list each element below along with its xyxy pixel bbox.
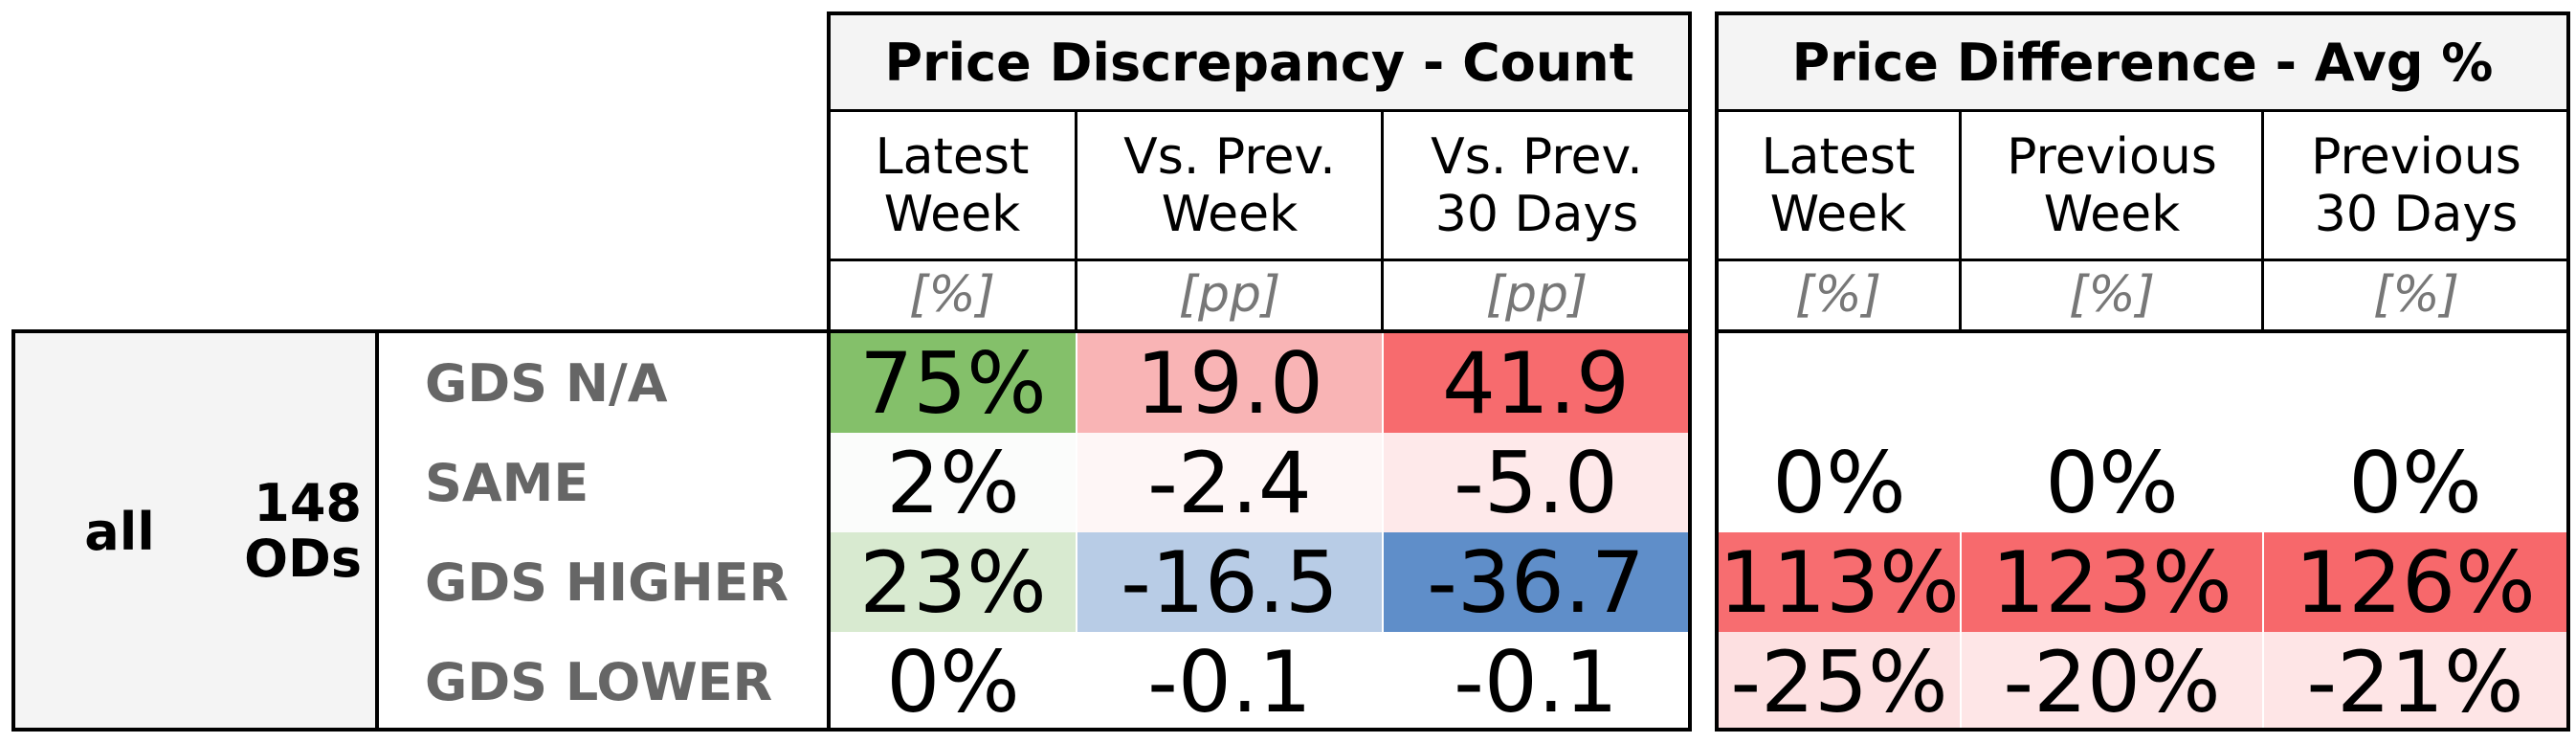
unit-avg-previous-week: [%] <box>2069 266 2155 324</box>
col-latest-week: Latest Week <box>875 128 1030 243</box>
avg-cell: 0% <box>1962 433 2262 532</box>
avg-cell: 0% <box>1719 433 1960 532</box>
segment-block <box>13 333 377 730</box>
unit-avg-latest-week: [%] <box>1795 266 1881 324</box>
count-cell: 19.0 <box>1077 333 1382 433</box>
col-avg-latest-week: Latest Week <box>1761 128 1916 243</box>
col-vs-prev-30-days: Vs. Prev. 30 Days <box>1431 128 1643 243</box>
col-avg-previous-week: Previous Week <box>2007 128 2217 243</box>
avg-cell: -20% <box>1962 632 2262 732</box>
count-cell: 2% <box>831 433 1076 532</box>
segment-name: all <box>84 501 155 562</box>
row-label: GDS HIGHER <box>425 552 789 613</box>
avg-cell <box>1962 333 2262 433</box>
segment-od-count: 148 ODs <box>244 473 362 589</box>
count-cell: -0.1 <box>1384 632 1688 732</box>
count-cell: 41.9 <box>1384 333 1688 433</box>
row-label: GDS LOWER <box>425 651 773 712</box>
avg-cell <box>2264 333 2566 433</box>
unit-avg-previous-30-days: [%] <box>2373 266 2459 324</box>
unit-vs-prev-week: [pp] <box>1178 266 1281 324</box>
price-difference-avg-header: Price Difference - Avg % <box>1717 13 2568 111</box>
count-cell: -5.0 <box>1384 433 1688 532</box>
count-cell: 0% <box>831 632 1076 732</box>
count-cell: 23% <box>831 532 1076 632</box>
avg-cell: -25% <box>1719 632 1960 732</box>
count-cell: 75% <box>831 333 1076 433</box>
col-vs-prev-week: Vs. Prev. Week <box>1123 128 1336 243</box>
avg-cell: 126% <box>2264 532 2566 632</box>
row-label: GDS N/A <box>425 352 668 414</box>
avg-cell: -21% <box>2264 632 2566 732</box>
unit-latest-week: [%] <box>909 266 995 324</box>
count-cell: -0.1 <box>1077 632 1382 732</box>
count-cell: -16.5 <box>1077 532 1382 632</box>
count-cell: -36.7 <box>1384 532 1688 632</box>
avg-cell: 113% <box>1719 532 1960 632</box>
row-label: SAME <box>425 452 589 513</box>
avg-cell: 0% <box>2264 433 2566 532</box>
avg-cell: 123% <box>1962 532 2262 632</box>
avg-cell <box>1719 333 1960 433</box>
count-cell: -2.4 <box>1077 433 1382 532</box>
unit-vs-prev-30-days: [pp] <box>1485 266 1588 324</box>
col-avg-previous-30-days: Previous 30 Days <box>2311 128 2521 243</box>
price-discrepancy-count-header: Price Discrepancy - Count <box>829 13 1690 111</box>
